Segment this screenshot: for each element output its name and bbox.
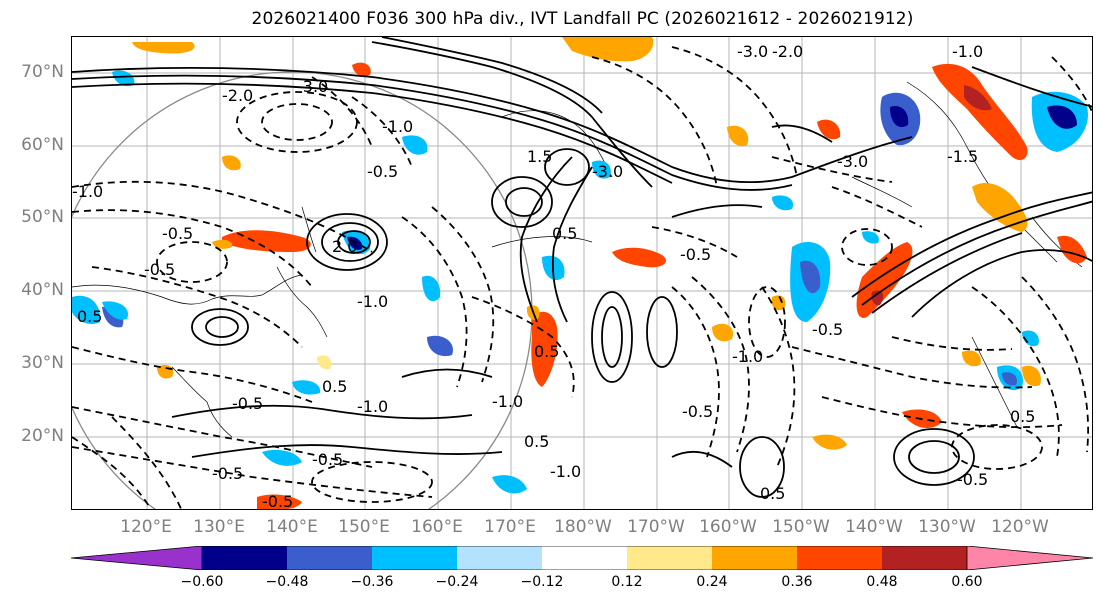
coastlines [72, 81, 1083, 438]
contour-label: -2.0 [772, 42, 803, 61]
contour-label: -0.5 [144, 260, 175, 279]
figure-title: 2026021400 F036 300 hPa div., IVT Landfa… [251, 9, 914, 29]
contour-labels: -2.0 -3.0 -1.0 -0.5 -3.0 1.5 0.5 -0.5 -1… [72, 42, 1035, 510]
positive-divergence-shading [132, 37, 1087, 509]
contour-label: -3.0 [297, 77, 328, 96]
lat-label-70n: 70°N [21, 62, 64, 82]
contour-label: -0.5 [232, 394, 263, 413]
lon-label: 170°W [627, 517, 685, 537]
contour-label: -1.0 [382, 117, 413, 136]
colorbar-tick-label: 0.36 [781, 574, 813, 590]
lon-label: 150°E [338, 517, 390, 537]
colorbar-tick-label: −0.36 [350, 574, 394, 590]
lat-label-30n: 30°N [21, 353, 64, 373]
colorbar-segment [712, 546, 797, 570]
contour-label: -1.5 [947, 147, 978, 166]
lon-label: 150°W [772, 517, 830, 537]
colorbar-tick-label: −0.12 [520, 574, 564, 590]
contour-label: -1.0 [952, 42, 983, 61]
graticule [72, 37, 1092, 509]
negative-divergence-shading [72, 70, 1088, 494]
lon-label: 120°W [991, 517, 1049, 537]
colorbar-segment [287, 546, 372, 570]
colorbar-segment [542, 546, 627, 570]
contour-label: 0.5 [1010, 407, 1035, 426]
map-panel: -2.0 -3.0 -1.0 -0.5 -3.0 1.5 0.5 -0.5 -1… [71, 36, 1093, 510]
lat-label-50n: 50°N [21, 207, 64, 227]
contour-label: -0.5 [367, 162, 398, 181]
lon-label: 130°W [918, 517, 976, 537]
contour-label: -0.5 [682, 402, 713, 421]
lon-label: 170°E [484, 517, 536, 537]
contour-label: -1.0 [732, 347, 763, 366]
lon-label: 120°E [120, 517, 172, 537]
contour-label: 1.5 [527, 147, 552, 166]
contour-label: 0.5 [77, 307, 102, 326]
colorbar-tick-label: −0.60 [180, 574, 224, 590]
lat-label-60n: 60°N [21, 135, 64, 155]
colorbar-segment [71, 546, 203, 570]
contour-label: -1.0 [550, 462, 581, 481]
contour-label: -0.5 [262, 492, 293, 510]
lon-label: 160°W [699, 517, 757, 537]
colorbar-tick-label: 0.60 [951, 574, 983, 590]
contour-label: -0.5 [162, 224, 193, 243]
colorbar-segment [202, 546, 287, 570]
contour-label: -0.5 [957, 470, 988, 489]
colorbar-tick-label: 0.24 [696, 574, 728, 590]
colorbar-segment [882, 546, 967, 570]
contour-label: 0.5 [552, 224, 577, 243]
colorbar-segment [457, 546, 542, 570]
colorbar [71, 546, 1094, 570]
contour-label: -0.5 [312, 450, 343, 469]
lat-label-20n: 20°N [21, 426, 64, 446]
colorbar-segment [372, 546, 457, 570]
lon-label: 140°E [266, 517, 318, 537]
contour-label: -1.0 [357, 292, 388, 311]
colorbar-segment [966, 546, 1094, 570]
colorbar-tick-label: 0.12 [611, 574, 643, 590]
lon-label: 140°W [845, 517, 903, 537]
lon-label: 180°W [554, 517, 612, 537]
contour-label: -1.0 [357, 397, 388, 416]
contour-label: -2.0 [222, 86, 253, 105]
colorbar-tick-label: 0.48 [866, 574, 898, 590]
contour-label: -3.0 [737, 42, 768, 61]
contour-label: 0.5 [322, 377, 347, 396]
lon-label: 160°E [411, 517, 463, 537]
contour-label: -0.5 [212, 464, 243, 483]
contour-label: 0.5 [534, 342, 559, 361]
contour-label: -0.5 [812, 320, 843, 339]
lon-label: 130°E [193, 517, 245, 537]
contour-label: -0.5 [680, 245, 711, 264]
contour-label: 0.5 [760, 484, 785, 503]
contour-label: -3.0 [837, 152, 868, 171]
lat-label-40n: 40°N [21, 280, 64, 300]
contour-label: -1.0 [492, 392, 523, 411]
colorbar-segment [797, 546, 882, 570]
colorbar-tick-label: −0.48 [265, 574, 309, 590]
contour-label: 0.5 [524, 432, 549, 451]
colorbar-tick-label: −0.24 [435, 574, 479, 590]
contour-label: 2.0 [332, 237, 357, 256]
colorbar-segment [627, 546, 712, 570]
dashed-contours [72, 46, 1092, 509]
contour-label: -3.0 [592, 162, 623, 181]
map-canvas: -2.0 -3.0 -1.0 -0.5 -3.0 1.5 0.5 -0.5 -1… [72, 37, 1092, 510]
contour-label: -1.0 [72, 182, 103, 201]
